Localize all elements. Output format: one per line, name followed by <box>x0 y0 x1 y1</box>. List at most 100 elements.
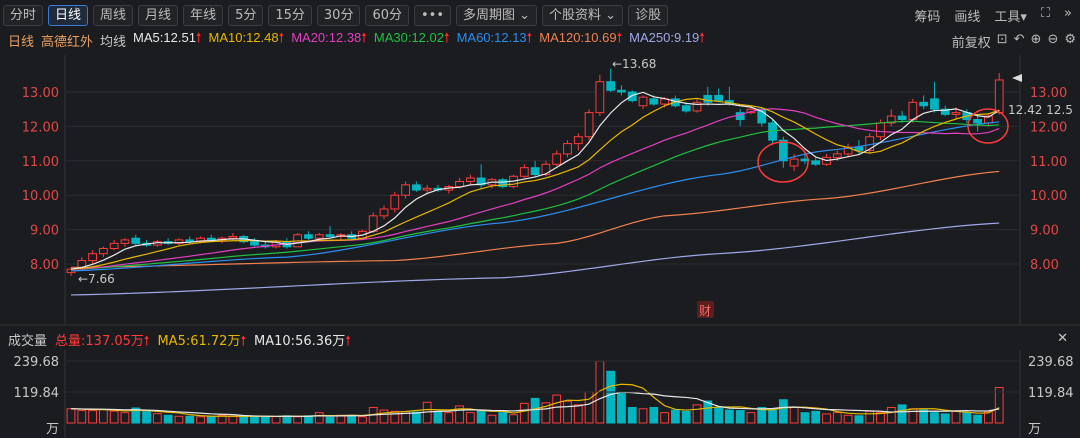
candle-up <box>465 177 475 182</box>
tab-5[interactable]: 5分 <box>228 4 264 26</box>
volume-bar <box>433 410 443 424</box>
lock-icon[interactable]: ⊡ <box>996 32 1008 47</box>
vol-tick-right: 119.84 <box>1028 386 1074 401</box>
tab-3[interactable]: 月线 <box>138 4 179 26</box>
vol-ma5: MA5:61.72万🠕 <box>157 334 247 349</box>
volume-bar <box>314 412 324 424</box>
candle-down <box>627 91 637 102</box>
candle-up <box>120 239 130 244</box>
draw-button[interactable]: 画线 <box>954 10 981 25</box>
volume-bar <box>789 406 799 424</box>
ma250-line <box>70 222 1000 296</box>
tab-1[interactable]: 日线 <box>48 4 89 26</box>
price-tick-right: 9.00 <box>1030 224 1059 239</box>
volume-bar <box>152 413 162 424</box>
volume-bar <box>142 411 151 424</box>
candle-up <box>692 101 702 112</box>
volume-bar <box>768 408 777 424</box>
right-tools: 筹码 画线 工具▾ ⛶ » <box>914 6 1072 25</box>
tab-9[interactable]: ••• <box>414 4 452 26</box>
tab-12[interactable]: 诊股 <box>628 4 669 26</box>
candle-up <box>541 163 551 176</box>
volume-bar <box>563 400 572 424</box>
tab-11[interactable]: 个股资料 ⌄ <box>542 4 624 26</box>
price-tick-left: 12.00 <box>22 120 59 135</box>
undo-icon[interactable]: ↶ <box>1013 32 1025 47</box>
volume-bar <box>411 411 421 424</box>
vol-tick-right: 239.68 <box>1028 355 1074 370</box>
candle-up <box>832 153 842 158</box>
volume-bar <box>865 410 875 424</box>
price-tick-left: 10.00 <box>22 189 59 204</box>
volume-bar <box>811 410 821 424</box>
tab-7[interactable]: 30分 <box>316 4 361 26</box>
volume-bar <box>843 414 853 424</box>
volume-bar <box>217 414 227 424</box>
volume-bar <box>940 413 950 424</box>
candle-up <box>638 96 648 107</box>
price-tick-left: 9.00 <box>30 224 59 239</box>
volume-bar <box>951 410 961 424</box>
volume-bar <box>930 412 939 424</box>
volume-title: 成交量 <box>8 334 48 349</box>
ma-item: MA250:9.19🠕 <box>629 30 705 45</box>
volume-bar <box>260 415 270 424</box>
volume-bar <box>271 416 281 424</box>
candle-down <box>131 237 141 244</box>
volume-bar <box>476 409 486 424</box>
candle-up <box>573 136 583 145</box>
period-label: 日线 <box>8 33 35 49</box>
volume-bar <box>77 410 87 424</box>
volume-bar <box>98 409 108 424</box>
volume-bar <box>530 397 540 424</box>
close-volume-icon[interactable]: ✕ <box>1057 331 1068 346</box>
candle-up <box>584 112 594 138</box>
ma120-line <box>70 170 1000 269</box>
candle-up <box>951 112 961 115</box>
ma-item: MA30:12.02🠕 <box>373 30 450 45</box>
volume-bar <box>778 399 788 424</box>
stock-name: 高德红外 <box>41 33 94 49</box>
volume-bar <box>163 414 173 424</box>
volume-bar <box>196 416 205 424</box>
tab-8[interactable]: 60分 <box>365 4 409 26</box>
candle-up <box>98 248 108 255</box>
chip-button[interactable]: 筹码 <box>914 10 941 25</box>
tab-10[interactable]: 多周期图 ⌄ <box>456 4 538 26</box>
total-volume: 总量:137.05万🠕 <box>55 334 150 349</box>
collapse-icon[interactable]: » <box>1064 6 1072 21</box>
gear-icon[interactable]: ⚙ <box>1064 32 1076 47</box>
volume-bar <box>703 400 713 424</box>
candle-down <box>411 184 421 191</box>
candle-down <box>606 81 616 91</box>
candle-down <box>703 94 713 103</box>
volume-bar <box>897 404 907 424</box>
fullscreen-icon[interactable]: ⛶ <box>1040 6 1051 21</box>
tab-2[interactable]: 周线 <box>93 4 134 26</box>
ma-type[interactable]: 均线 <box>100 33 127 49</box>
price-tick-right: 13.00 <box>1030 86 1067 101</box>
candle-down <box>973 119 983 124</box>
volume-bar <box>185 415 195 424</box>
zoom-out-icon[interactable]: ⊖ <box>1047 32 1059 47</box>
volume-bar <box>66 408 76 424</box>
volume-bar <box>120 412 130 424</box>
volume-bar <box>358 416 367 424</box>
candle-down <box>185 239 195 243</box>
adjust-select[interactable]: 前复权 <box>951 36 991 51</box>
volume-bar <box>347 414 357 424</box>
tools-menu[interactable]: 工具▾ <box>994 10 1027 25</box>
volume-bar <box>876 412 885 424</box>
tab-4[interactable]: 年线 <box>183 4 224 26</box>
volume-bar <box>800 412 810 424</box>
candle-down <box>919 101 929 107</box>
tab-0[interactable]: 分时 <box>3 4 44 26</box>
zoom-in-icon[interactable]: ⊕ <box>1030 32 1042 47</box>
candle-up <box>908 101 918 121</box>
price-tick-right: 8.00 <box>1030 258 1059 273</box>
tab-6[interactable]: 15分 <box>268 4 312 26</box>
ma5-line <box>70 91 1000 270</box>
volume-bar <box>131 407 141 424</box>
candle-up <box>563 143 572 155</box>
